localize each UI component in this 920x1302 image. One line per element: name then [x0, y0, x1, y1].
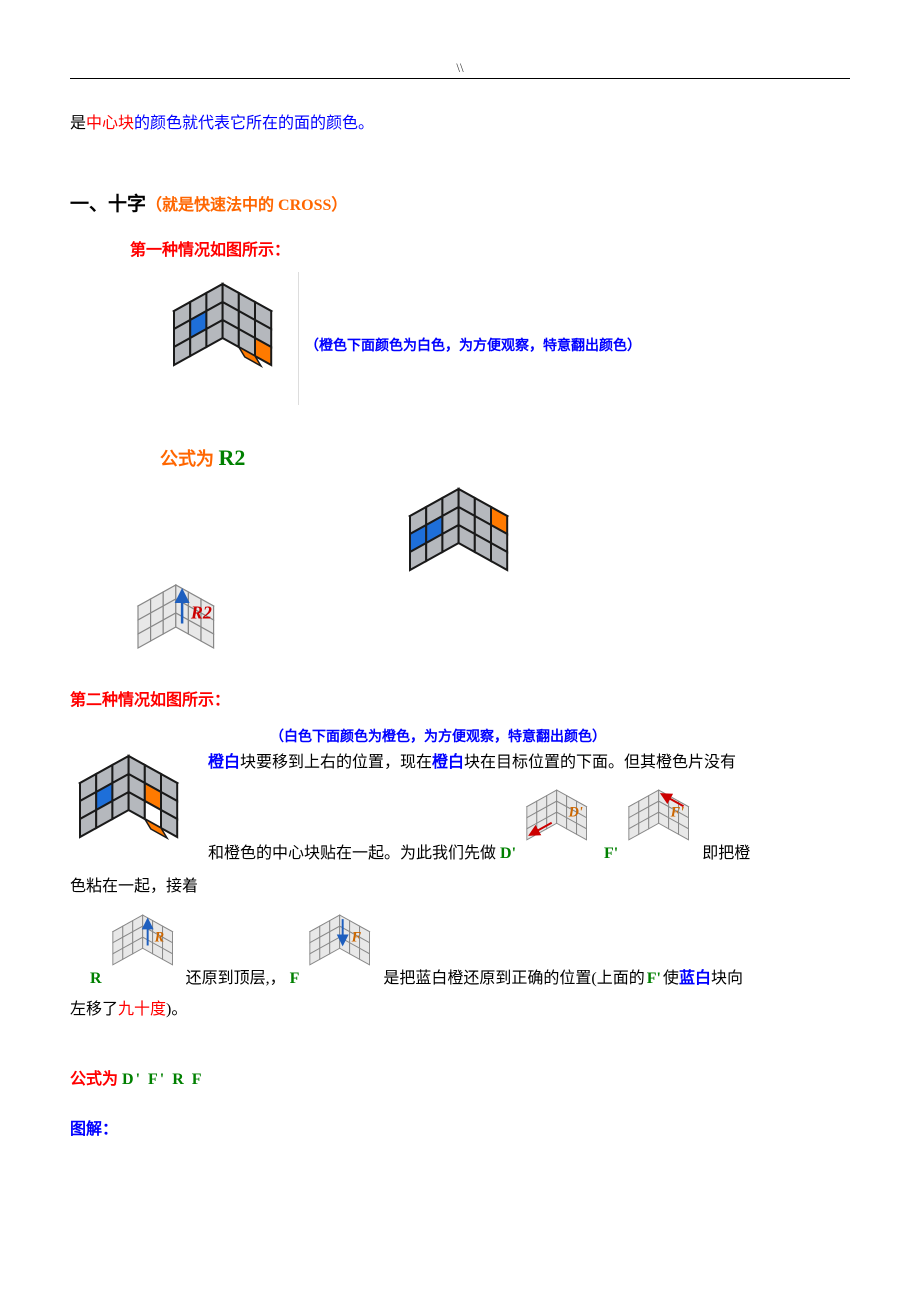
move-f: F'	[604, 839, 618, 869]
notation-d-cube: D'	[520, 783, 600, 869]
t3f: 九十度	[118, 1001, 166, 1018]
t1b: 块要移到上右的位置，现在	[240, 754, 432, 771]
t1a: 橙白	[208, 754, 240, 771]
move-r: R	[90, 964, 102, 994]
t2b-part2: 色粘在一起，接着	[70, 878, 198, 895]
svg-text:F': F'	[670, 804, 684, 820]
svg-text:R: R	[153, 930, 163, 946]
heading-note: （就是快速法中的 CROSS）	[146, 197, 347, 214]
t3c: 使	[663, 964, 679, 994]
move-f2: F	[290, 964, 300, 994]
case1-cube-row: （橙色下面颜色为白色，为方便观察，特意翻出颜色）	[70, 272, 850, 405]
t3e: 左移了	[70, 1001, 118, 1018]
svg-text:F: F	[351, 930, 362, 946]
heading-prefix: 一、十字	[70, 194, 146, 215]
header-mark: \\	[70, 60, 850, 79]
move-f3: F'	[647, 964, 661, 994]
intro-line: 是中心块的颜色就代表它所在的面的颜色。	[70, 109, 850, 139]
t2a: 和橙色的中心块贴在一起。为此我们先做	[208, 839, 496, 869]
formula-value-1: R2	[219, 445, 246, 470]
move-d: D'	[500, 839, 516, 869]
case2-cube	[70, 748, 200, 879]
page-container: \\ 是中心块的颜色就代表它所在的面的颜色。 一、十字（就是快速法中的 CROS…	[0, 0, 920, 1186]
formula-label-2: 公式为	[70, 1071, 118, 1088]
cube2-svg	[70, 748, 200, 868]
notation-r-cube: R	[106, 908, 186, 994]
case2-flow: 橙白块要移到上右的位置，现在橙白块在目标位置的下面。但其橙色片没有 和橙色的中心…	[70, 748, 850, 1025]
case2-title: 第二种情况如图所示：	[70, 686, 850, 710]
t3b: 是把蓝白橙还原到正确的位置(上面的	[383, 964, 644, 994]
case1-result-cube	[400, 481, 530, 606]
case1-note: （橙色下面颜色为白色，为方便观察，特意翻出颜色）	[305, 335, 641, 355]
t3e-pre: 块向	[711, 964, 743, 994]
t3g: )。	[166, 1001, 187, 1018]
case1-cube	[160, 272, 299, 405]
t1d: 块在目标位置的下面。但其橙色片没有	[464, 754, 736, 771]
section1-heading: 一、十字（就是快速法中的 CROSS）	[70, 189, 850, 216]
t3a: 还原到顶层,，	[186, 964, 286, 994]
formula-label-1: 公式为	[160, 449, 214, 469]
intro-center-block: 中心块	[86, 115, 134, 132]
svg-text:R2: R2	[190, 603, 212, 623]
t3d: 蓝白	[679, 964, 711, 994]
svg-text:D': D'	[568, 804, 583, 820]
case1-formula: 公式为 R2	[160, 445, 850, 471]
notation-f-cube: F	[303, 908, 383, 994]
formula-value-2: D' F' R F	[122, 1071, 204, 1088]
cube-result-svg	[400, 481, 530, 601]
t2b-part1: 即把橙	[702, 839, 750, 869]
intro-text-1: 是	[70, 115, 86, 132]
diagram-label: 图解：	[70, 1115, 850, 1145]
case2-formula: 公式为 D' F' R F	[70, 1065, 850, 1095]
notation-fprime-cube: F'	[622, 783, 702, 869]
notation-r2-svg: R2	[130, 576, 230, 671]
cube1-svg	[164, 276, 294, 396]
case2-note: （白色下面颜色为橙色，为方便观察，特意翻出颜色）	[270, 726, 850, 746]
case1-title: 第一种情况如图所示：	[130, 236, 850, 260]
intro-text-2: 的颜色就代表它所在的面的颜色。	[134, 115, 374, 132]
t1c: 橙白	[432, 754, 464, 771]
